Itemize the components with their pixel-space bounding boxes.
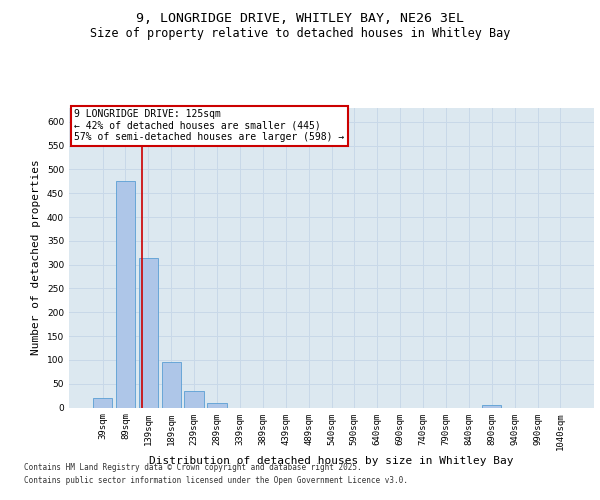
Text: 9 LONGRIDGE DRIVE: 125sqm
← 42% of detached houses are smaller (445)
57% of semi: 9 LONGRIDGE DRIVE: 125sqm ← 42% of detac…	[74, 109, 344, 142]
Bar	[208, 402, 227, 407]
Text: Contains public sector information licensed under the Open Government Licence v3: Contains public sector information licen…	[24, 476, 408, 485]
Text: Size of property relative to detached houses in Whitley Bay: Size of property relative to detached ho…	[90, 28, 510, 40]
Bar	[184, 391, 204, 407]
Bar	[116, 182, 135, 408]
X-axis label: Distribution of detached houses by size in Whitley Bay: Distribution of detached houses by size …	[149, 456, 514, 466]
Bar	[482, 405, 502, 407]
Bar	[93, 398, 112, 407]
Bar	[161, 362, 181, 408]
Y-axis label: Number of detached properties: Number of detached properties	[31, 160, 41, 356]
Text: 9, LONGRIDGE DRIVE, WHITLEY BAY, NE26 3EL: 9, LONGRIDGE DRIVE, WHITLEY BAY, NE26 3E…	[136, 12, 464, 26]
Bar	[139, 258, 158, 408]
Text: Contains HM Land Registry data © Crown copyright and database right 2025.: Contains HM Land Registry data © Crown c…	[24, 462, 362, 471]
